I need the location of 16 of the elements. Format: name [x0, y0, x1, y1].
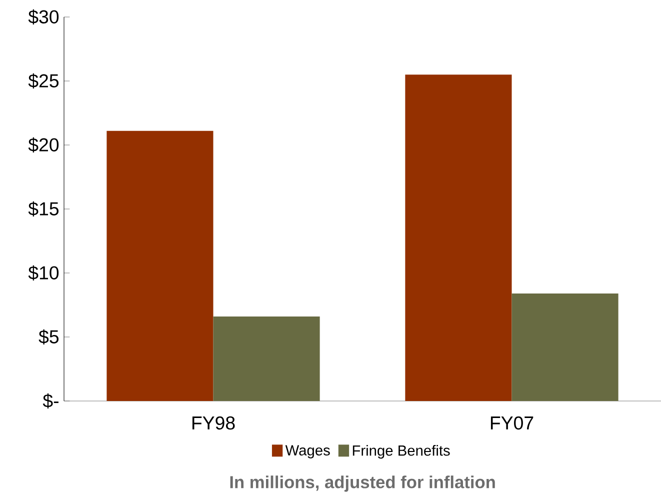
bar — [512, 293, 618, 401]
y-tick-label: $5 — [38, 329, 59, 345]
bar — [213, 316, 320, 401]
text: In millions, adjusted for inflation — [230, 476, 495, 492]
bar — [106, 130, 214, 401]
x-tick-label: FY07 — [490, 416, 534, 430]
x-tick-label: FY98 — [192, 416, 235, 430]
y-tick-label: $20 — [28, 137, 59, 153]
y-tick-label: $10 — [28, 265, 59, 281]
y-tick-label: $- — [42, 393, 58, 409]
y-tick-label: $30 — [28, 9, 59, 25]
y-tick-label: $15 — [28, 201, 59, 217]
y-tick-label: $25 — [28, 73, 59, 89]
legend-label: Fringe Benefits — [352, 444, 450, 459]
legend-label: Wages — [285, 445, 330, 458]
bar — [405, 74, 512, 401]
